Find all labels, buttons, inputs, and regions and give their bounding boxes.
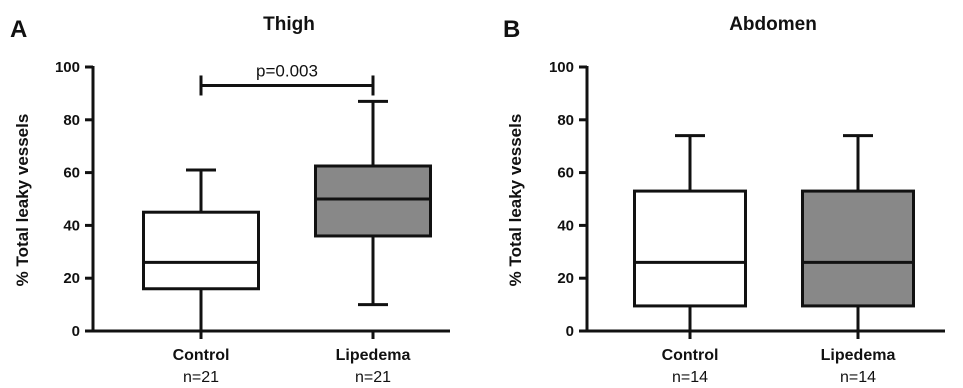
y-tick-label: 40 [63,217,80,234]
y-tick-label: 40 [557,217,574,234]
y-tick-label: 60 [63,165,80,182]
panel-a: A Thigh % Total leaky vessels 0 20 40 60 80 1… [10,14,450,386]
x-category-label: Lipedema [821,347,896,364]
box-control [633,189,747,308]
panel-a-y-axis-label: % Total leaky vessels [13,114,32,287]
y-tick-label: 100 [549,59,574,76]
panel-a-plot: 0 20 40 60 80 100 Control n=21 Lipedema n=21 p=0.0… [55,59,450,386]
y-tick-label: 80 [557,112,574,129]
y-tick-label: 0 [566,323,574,340]
x-n-label: n=21 [183,369,219,386]
y-tick-label: 80 [63,112,80,129]
x-n-label: n=14 [840,369,876,386]
x-n-label: n=14 [672,369,708,386]
y-tick-label: 0 [72,323,80,340]
x-category-label: Control [662,347,719,364]
y-tick-label: 20 [557,270,574,287]
p-value-label: p=0.003 [256,61,318,80]
box-lipedema [314,164,432,238]
x-n-label: n=21 [355,369,391,386]
panel-a-letter: A [10,16,27,43]
x-category-label: Lipedema [336,347,411,364]
panel-b-title: Abdomen [729,14,817,35]
box-lipedema [801,189,915,308]
panel-b: B Abdomen % Total leaky vessels 0 20 40 60 8… [503,14,945,386]
panel-a-title: Thigh [263,14,315,35]
box-control [142,210,260,291]
x-category-label: Control [173,347,230,364]
panel-b-plot: 0 20 40 60 80 100 Control n=14 Lipedema n=14 [549,59,945,386]
panel-b-letter: B [503,16,520,43]
panel-b-y-axis-label: % Total leaky vessels [506,114,525,287]
y-tick-label: 20 [63,270,80,287]
y-tick-label: 60 [557,165,574,182]
y-tick-label: 100 [55,59,80,76]
